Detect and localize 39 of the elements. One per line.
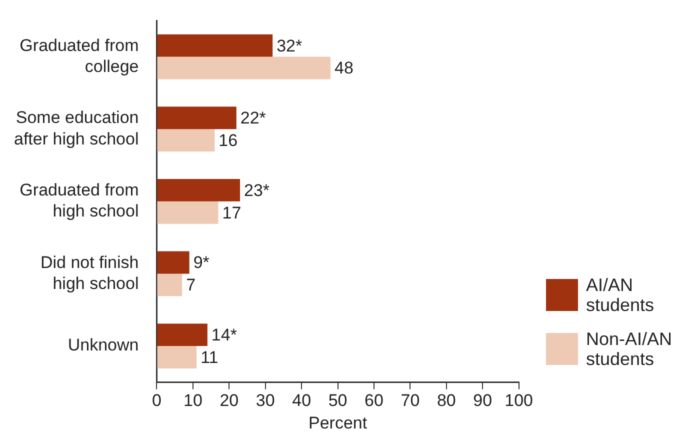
x-tick-label: 30 (256, 391, 275, 410)
y-tick-label: Unknown (68, 336, 139, 355)
data-label: 11 (200, 348, 218, 367)
x-tick-label: 50 (328, 391, 348, 410)
x-tick-label: 80 (436, 391, 456, 410)
bar (157, 106, 236, 130)
bar (157, 274, 182, 296)
data-label: 48 (334, 58, 354, 78)
bar (157, 346, 197, 368)
y-tick-label: Did not finish high school (40, 252, 139, 294)
x-tick-label: 0 (152, 391, 162, 410)
y-tick-label: Graduated from college (20, 36, 139, 76)
bar (157, 178, 240, 202)
x-tick-label: 90 (473, 391, 492, 410)
legend-label: AI/AN students (586, 275, 656, 315)
data-label: 9* (193, 253, 210, 272)
y-tick-label: Graduated from high school (20, 180, 139, 221)
x-tick-label: 100 (504, 391, 534, 410)
data-label: 22* (240, 108, 266, 128)
bar (157, 201, 218, 224)
data-label: 16 (218, 130, 238, 150)
x-tick-label: 40 (292, 391, 312, 410)
x-tick-label: 10 (183, 391, 202, 410)
x-axis-title: Percent (308, 413, 368, 432)
x-tick-label: 60 (364, 391, 384, 410)
y-tick-label: Some education after high school (14, 108, 139, 148)
bar (157, 56, 331, 80)
data-label: 32* (276, 36, 303, 56)
data-label: 14* (211, 326, 238, 345)
bar (157, 324, 208, 346)
x-tick-label: 20 (220, 391, 239, 410)
x-tick-label: 70 (400, 391, 420, 410)
data-label: 23* (244, 180, 270, 200)
data-label: 17 (222, 203, 242, 222)
bar (157, 129, 215, 152)
data-label: 7 (186, 276, 196, 295)
bar (157, 34, 273, 57)
legend-label: Non-AI/AN students (586, 329, 674, 369)
bar (157, 251, 190, 274)
